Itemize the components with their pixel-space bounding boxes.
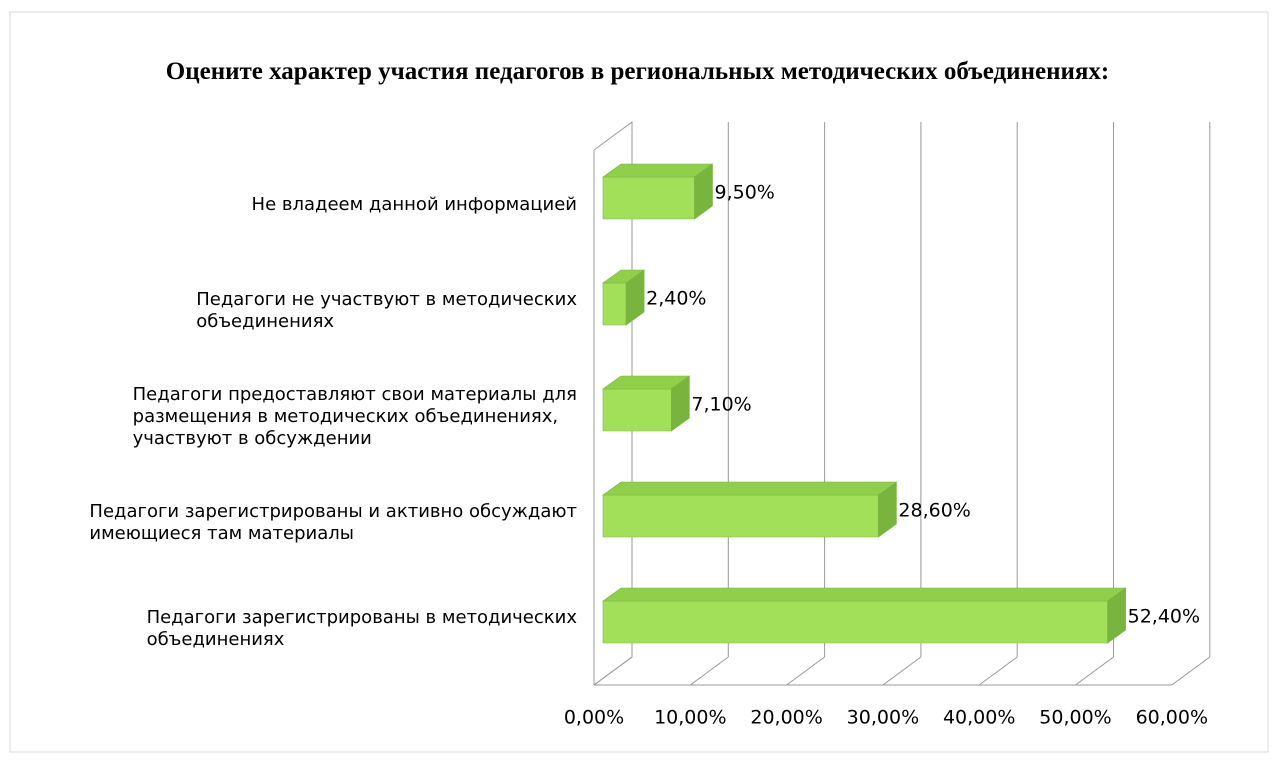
- chart-title: Оцените характер участия педагогов в рег…: [165, 58, 1110, 85]
- bar-side: [671, 375, 690, 432]
- category-label: Не владеем данной информацией: [0, 194, 577, 216]
- floor-grid-line: [882, 656, 922, 686]
- x-tick-label: 40,00%: [943, 707, 1015, 729]
- bar-side: [878, 481, 897, 538]
- category-label: Педагоги зарегистрированы и активно обсу…: [0, 501, 577, 545]
- value-label: 7,10%: [691, 394, 751, 416]
- bar-top: [602, 481, 898, 496]
- bar-front: [602, 388, 672, 432]
- floor-grid-line: [786, 656, 825, 686]
- bar-front: [602, 282, 627, 326]
- bar: [602, 587, 1127, 644]
- x-tick-label: 0,00%: [564, 707, 624, 729]
- bar-front: [602, 600, 1108, 644]
- bar: [602, 481, 898, 538]
- bar-side: [1107, 587, 1126, 644]
- bar: [602, 163, 714, 220]
- bar: [602, 375, 691, 432]
- x-tick-label: 20,00%: [750, 707, 822, 729]
- category-text: Педагоги зарегистрированы и активно обсу…: [89, 501, 577, 544]
- bar-side: [625, 269, 645, 326]
- category-text: Педагоги не участвуют в методических объ…: [196, 289, 577, 332]
- value-label: 2,40%: [646, 288, 706, 310]
- category-label: Педагоги зарегистрированы в методических…: [0, 607, 577, 651]
- bar-front: [602, 176, 695, 220]
- chart-border: [9, 11, 1269, 753]
- x-tick-label: 60,00%: [1136, 707, 1208, 729]
- x-tick-label: 10,00%: [654, 707, 726, 729]
- category-label: Педагоги предоставляют свои материалы дл…: [0, 384, 577, 450]
- floor-grid-line: [593, 656, 633, 686]
- bar-front: [602, 494, 879, 538]
- bar-top: [602, 163, 714, 178]
- category-text: Педагоги предоставляют свои материалы дл…: [132, 384, 577, 449]
- floor-grid-line: [978, 656, 1018, 686]
- category-text: Не владеем данной информацией: [251, 194, 577, 215]
- value-label: 28,60%: [898, 500, 970, 522]
- category-text: Педагоги зарегистрированы в методических…: [146, 607, 577, 650]
- x-tick-label: 50,00%: [1039, 707, 1111, 729]
- bar-side: [694, 163, 713, 220]
- bar-top: [602, 587, 1127, 602]
- value-label: 9,50%: [714, 182, 774, 204]
- value-label: 52,40%: [1128, 606, 1200, 628]
- category-label: Педагоги не участвуют в методических объ…: [0, 289, 577, 333]
- x-tick-label: 30,00%: [847, 707, 919, 729]
- bar: [602, 269, 646, 326]
- floor-grid-line: [1171, 656, 1211, 686]
- floor-grid-line: [690, 656, 729, 686]
- floor-grid-line: [1075, 656, 1114, 686]
